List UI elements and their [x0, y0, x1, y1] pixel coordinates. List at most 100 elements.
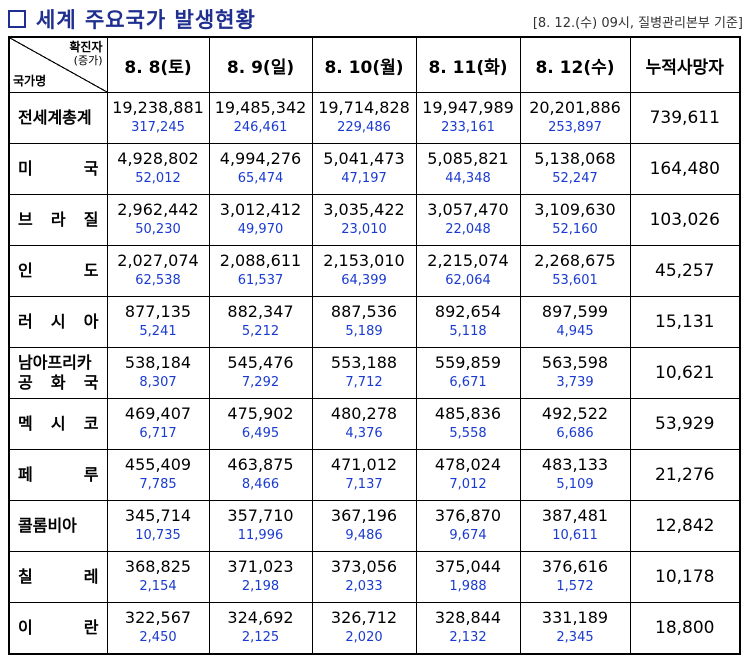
daily-increase: 10,735 — [135, 528, 181, 543]
cumulative-cases: 553,188 — [330, 353, 398, 372]
country-char: 질 — [83, 210, 99, 229]
cumulative-deaths: 45,257 — [629, 245, 741, 297]
country-char: 공 — [18, 373, 33, 392]
case-cell: 483,133 5,109 — [519, 449, 631, 501]
corner-top-label: 확진자 — [69, 40, 103, 54]
daily-increase: 6,717 — [139, 426, 177, 441]
cumulative-cases: 367,196 — [330, 506, 398, 525]
case-cell: 357,710 11,996 — [208, 500, 313, 552]
daily-increase: 52,160 — [552, 222, 598, 237]
cumulative-deaths: 15,131 — [629, 296, 741, 348]
case-cell: 4,928,802 52,012 — [106, 143, 210, 195]
daily-increase: 9,674 — [449, 528, 487, 543]
country-char: 브 — [18, 210, 33, 229]
cumulative-cases: 545,476 — [227, 353, 294, 372]
cumulative-cases: 563,598 — [541, 353, 609, 372]
daily-increase: 2,132 — [449, 630, 487, 645]
daily-increase: 8,307 — [139, 375, 177, 390]
daily-increase: 9,486 — [345, 528, 383, 543]
cumulative-cases: 324,692 — [227, 608, 294, 627]
cumulative-cases: 455,409 — [124, 455, 192, 474]
case-cell: 480,278 4,376 — [311, 398, 417, 450]
case-cell: 5,041,473 47,197 — [311, 143, 417, 195]
cumulative-cases: 4,928,802 — [117, 149, 199, 168]
case-cell: 328,844 2,132 — [415, 602, 521, 655]
cumulative-cases: 2,962,442 — [117, 200, 199, 219]
case-cell: 475,902 6,495 — [208, 398, 313, 450]
case-cell: 4,994,276 65,474 — [208, 143, 313, 195]
daily-increase: 65,474 — [237, 171, 284, 186]
case-cell: 485,836 5,558 — [415, 398, 521, 450]
cumulative-cases: 19,238,881 — [112, 98, 204, 117]
daily-increase: 47,197 — [341, 171, 387, 186]
case-cell: 20,201,886 253,897 — [519, 92, 631, 144]
daily-increase: 49,970 — [237, 222, 284, 237]
daily-increase: 2,033 — [345, 579, 383, 594]
table-row: 멕 시 코 469,407 6,717 475,902 6,495 480,278 4,376 4… — [8, 398, 741, 450]
case-cell: 19,238,881 317,245 — [106, 92, 210, 144]
source-note: [8. 12.(수) 09시, 질병관리본부 기준] — [532, 16, 743, 31]
daily-increase: 5,118 — [449, 324, 487, 339]
daily-increase: 5,212 — [241, 324, 280, 339]
case-cell: 2,027,074 62,538 — [106, 245, 210, 297]
table-row: 브 라 질 2,962,442 50,230 3,012,412 49,970 3,035,4… — [8, 194, 741, 246]
daily-increase: 7,012 — [449, 477, 487, 492]
checkbox-square-icon — [8, 10, 26, 28]
cumulative-cases: 471,012 — [330, 455, 398, 474]
date-header: 8. 8(토) — [106, 36, 210, 93]
case-cell: 324,692 2,125 — [208, 602, 313, 655]
cumulative-cases: 19,485,342 — [214, 98, 307, 117]
country-cell: 전세계총계 — [8, 92, 108, 144]
country-name: 전세계총계 — [18, 108, 92, 127]
cumulative-deaths: 739,611 — [629, 92, 741, 144]
country-cell: 남아프리카 공 화 국 — [8, 347, 108, 399]
cumulative-cases: 897,599 — [541, 302, 609, 321]
country-char: 멕 — [18, 414, 33, 433]
cumulative-cases: 892,654 — [434, 302, 502, 321]
cumulative-cases: 538,184 — [124, 353, 192, 372]
case-cell: 2,215,074 62,064 — [415, 245, 521, 297]
page-title-text: 세계 주요국가 발생현황 — [36, 8, 256, 32]
case-cell: 3,057,470 22,048 — [415, 194, 521, 246]
cumulative-cases: 331,189 — [541, 608, 609, 627]
cumulative-cases: 357,710 — [227, 506, 294, 525]
table-row: 콜롬비아 345,714 10,735 357,710 11,996 367,196 9,4… — [8, 500, 741, 552]
date-header: 8. 10(월) — [311, 36, 417, 93]
daily-increase: 50,230 — [135, 222, 181, 237]
header: 세계 주요국가 발생현황 [8. 12.(수) 09시, 질병관리본부 기준] — [0, 0, 751, 38]
daily-increase: 64,399 — [341, 273, 387, 288]
daily-increase: 7,292 — [241, 375, 280, 390]
country-char: 칠 — [18, 567, 33, 586]
daily-increase: 52,012 — [135, 171, 181, 186]
daily-increase: 2,125 — [241, 630, 280, 645]
case-cell: 19,485,342 246,461 — [208, 92, 313, 144]
daily-increase: 2,020 — [345, 630, 383, 645]
daily-increase: 4,376 — [345, 426, 383, 441]
case-cell: 563,598 3,739 — [519, 347, 631, 399]
country-char: 국 — [83, 159, 99, 178]
case-cell: 492,522 6,686 — [519, 398, 631, 450]
case-cell: 3,035,422 23,010 — [311, 194, 417, 246]
daily-increase: 5,241 — [139, 324, 177, 339]
cumulative-cases: 19,947,989 — [422, 98, 514, 117]
daily-increase: 22,048 — [445, 222, 491, 237]
country-char: 란 — [83, 618, 99, 637]
cumulative-cases: 326,712 — [330, 608, 398, 627]
daily-increase: 7,785 — [139, 477, 177, 492]
cumulative-cases: 877,135 — [124, 302, 192, 321]
cumulative-cases: 345,714 — [124, 506, 192, 525]
case-cell: 882,347 5,212 — [208, 296, 313, 348]
table-row: 남아프리카 공 화 국 538,184 8,307 545,476 7,292 553,188 7… — [8, 347, 741, 399]
daily-increase: 8,466 — [241, 477, 280, 492]
daily-increase: 4,945 — [556, 324, 594, 339]
corner-bottom-label: 국가명 — [13, 74, 47, 88]
cumulative-cases: 882,347 — [227, 302, 294, 321]
daily-increase: 1,572 — [556, 579, 594, 594]
